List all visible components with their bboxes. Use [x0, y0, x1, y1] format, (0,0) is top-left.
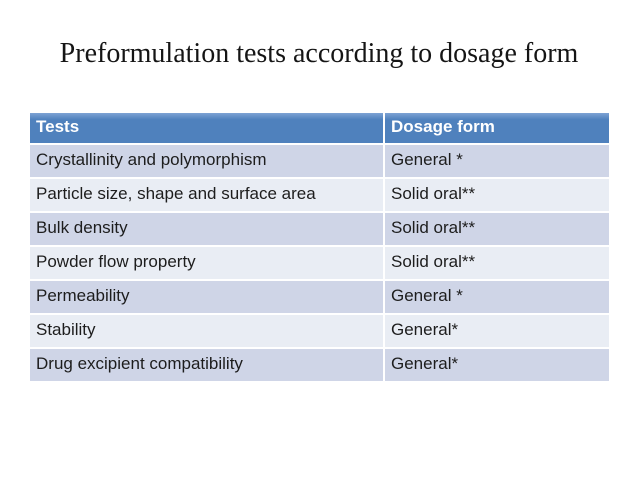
table-row: Crystallinity and polymorphism General * — [28, 143, 611, 179]
test-cell: Crystallinity and polymorphism — [28, 143, 385, 179]
table-row: Permeability General * — [28, 279, 611, 315]
table-row: Particle size, shape and surface area So… — [28, 177, 611, 213]
table-row: Stability General* — [28, 313, 611, 349]
dosage-form-cell: Solid oral** — [383, 211, 611, 247]
test-cell: Permeability — [28, 279, 385, 315]
test-cell: Bulk density — [28, 211, 385, 247]
test-cell: Powder flow property — [28, 245, 385, 281]
dosage-form-cell: General* — [383, 313, 611, 349]
test-cell: Stability — [28, 313, 385, 349]
preformulation-table: Tests Dosage form Crystallinity and poly… — [28, 111, 611, 383]
table-body: Crystallinity and polymorphism General *… — [28, 143, 611, 383]
table-row: Bulk density Solid oral** — [28, 211, 611, 247]
table-header: Tests Dosage form — [28, 111, 611, 145]
table-header-row: Tests Dosage form — [28, 111, 611, 145]
slide-title: Preformulation tests according to dosage… — [59, 38, 579, 69]
dosage-form-cell: General * — [383, 143, 611, 179]
column-header-dosage-form: Dosage form — [383, 111, 611, 145]
dosage-form-cell: General * — [383, 279, 611, 315]
dosage-form-cell: Solid oral** — [383, 177, 611, 213]
table-row: Powder flow property Solid oral** — [28, 245, 611, 281]
dosage-form-cell: Solid oral** — [383, 245, 611, 281]
test-cell: Drug excipient compatibility — [28, 347, 385, 383]
test-cell: Particle size, shape and surface area — [28, 177, 385, 213]
table-row: Drug excipient compatibility General* — [28, 347, 611, 383]
dosage-form-cell: General* — [383, 347, 611, 383]
column-header-tests: Tests — [28, 111, 385, 145]
